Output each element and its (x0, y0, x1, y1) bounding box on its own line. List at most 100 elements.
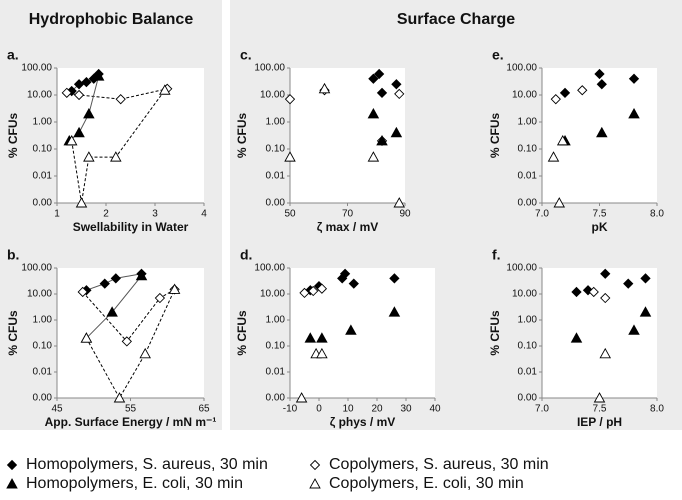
data-point (559, 87, 571, 98)
data-point (376, 87, 388, 98)
data-point (113, 392, 126, 403)
y-axis-label: % CFUs (235, 310, 249, 356)
data-point (588, 286, 599, 298)
y-axis-label: % CFUs (6, 113, 20, 159)
data-point (348, 278, 359, 289)
y-tick-label: 0.10 (518, 144, 538, 155)
connector-line (71, 89, 166, 204)
data-point (139, 347, 151, 359)
data-point (81, 76, 92, 88)
data-point (571, 286, 582, 298)
panel-label: e. (492, 47, 504, 63)
data-point (316, 283, 328, 294)
y-tick-label: 1.00 (518, 315, 538, 326)
y-tick-label: 1.00 (518, 117, 538, 128)
data-point (73, 126, 85, 138)
panel-label: f. (492, 247, 501, 263)
x-tick-label: 7.0 (535, 404, 549, 415)
data-point (318, 82, 331, 94)
data-point (154, 292, 166, 304)
x-tick-label: 20 (371, 404, 383, 415)
x-axis-label: IEP / pH (577, 415, 622, 429)
y-tick-label: 0.01 (266, 367, 286, 378)
x-tick-label: 50 (284, 209, 296, 220)
legend-marker (6, 459, 18, 471)
data-point (639, 306, 652, 317)
legend-marker (309, 478, 321, 489)
data-point (295, 392, 308, 403)
data-point (550, 94, 561, 105)
y-tick-label: 0.00 (518, 198, 538, 209)
data-point (284, 94, 296, 105)
x-tick-label: 7.0 (535, 209, 549, 220)
y-tick-label: 100.00 (506, 63, 537, 74)
y-tick-label: 1.00 (266, 117, 286, 128)
data-point (308, 285, 319, 297)
connector-line (86, 273, 142, 291)
y-tick-label: 10.00 (260, 90, 285, 101)
legend-marker (6, 478, 18, 489)
data-point (159, 84, 171, 95)
x-tick-label: 65 (198, 404, 210, 415)
data-point (367, 151, 380, 162)
data-point (339, 268, 351, 279)
panel-label: d. (240, 247, 252, 263)
data-point (628, 324, 640, 335)
data-point (389, 273, 400, 284)
y-tick-label: 100.00 (21, 63, 52, 74)
panel-label: a. (7, 47, 19, 63)
x-tick-label: 2 (103, 209, 109, 220)
y-tick-label: 0.00 (266, 198, 286, 209)
x-tick-label: 55 (125, 404, 137, 415)
x-axis-label: App. Surface Energy / mN m⁻¹ (45, 415, 217, 429)
x-tick-label: 40 (429, 404, 441, 415)
y-tick-label: 100.00 (21, 263, 52, 274)
data-point (77, 286, 88, 298)
y-tick-label: 0.00 (266, 393, 286, 404)
y-tick-label: 10.00 (27, 90, 52, 101)
x-axis-label: ζ phys / mV (330, 415, 396, 429)
data-point (65, 134, 78, 146)
data-point (594, 68, 605, 80)
data-point (110, 273, 121, 284)
x-axis-label: pK (592, 220, 608, 234)
y-tick-label: 0.10 (518, 341, 538, 352)
y-axis-label: % CFUs (488, 113, 502, 159)
x-tick-label: 70 (342, 209, 354, 220)
y-tick-label: 1.00 (33, 117, 53, 128)
x-tick-label: -10 (283, 404, 298, 415)
y-tick-label: 1.00 (33, 315, 53, 326)
data-point (556, 134, 569, 146)
y-tick-label: 0.01 (518, 171, 538, 182)
y-tick-label: 0.00 (33, 198, 53, 209)
legend-label: Copolymers, S. aureus, 30 min (329, 456, 549, 473)
data-point (623, 278, 634, 289)
data-point (75, 197, 88, 208)
data-point (299, 287, 310, 299)
data-point (121, 336, 132, 347)
y-tick-label: 1.00 (266, 315, 286, 326)
data-point (600, 268, 611, 279)
data-point (600, 292, 611, 304)
data-point (570, 332, 583, 343)
y-tick-label: 0.01 (518, 367, 538, 378)
data-point (393, 197, 406, 208)
x-tick-label: 3 (152, 209, 158, 220)
data-point (599, 347, 612, 359)
data-point (394, 88, 405, 100)
x-axis-label: Swellability in Water (73, 220, 189, 234)
y-tick-label: 0.10 (33, 144, 53, 155)
data-point (640, 273, 651, 284)
x-tick-label: 4 (201, 209, 207, 220)
group-title: Hydrophobic Balance (29, 11, 194, 28)
data-point (553, 197, 566, 208)
data-point (376, 134, 388, 146)
data-point (388, 306, 401, 317)
legend-label: Homopolymers, S. aureus, 30 min (26, 456, 268, 473)
y-tick-label: 100.00 (254, 63, 285, 74)
x-tick-label: 10 (342, 404, 354, 415)
y-axis-label: % CFUs (235, 113, 249, 159)
y-tick-label: 0.01 (33, 367, 53, 378)
x-tick-label: 7.5 (593, 209, 607, 220)
